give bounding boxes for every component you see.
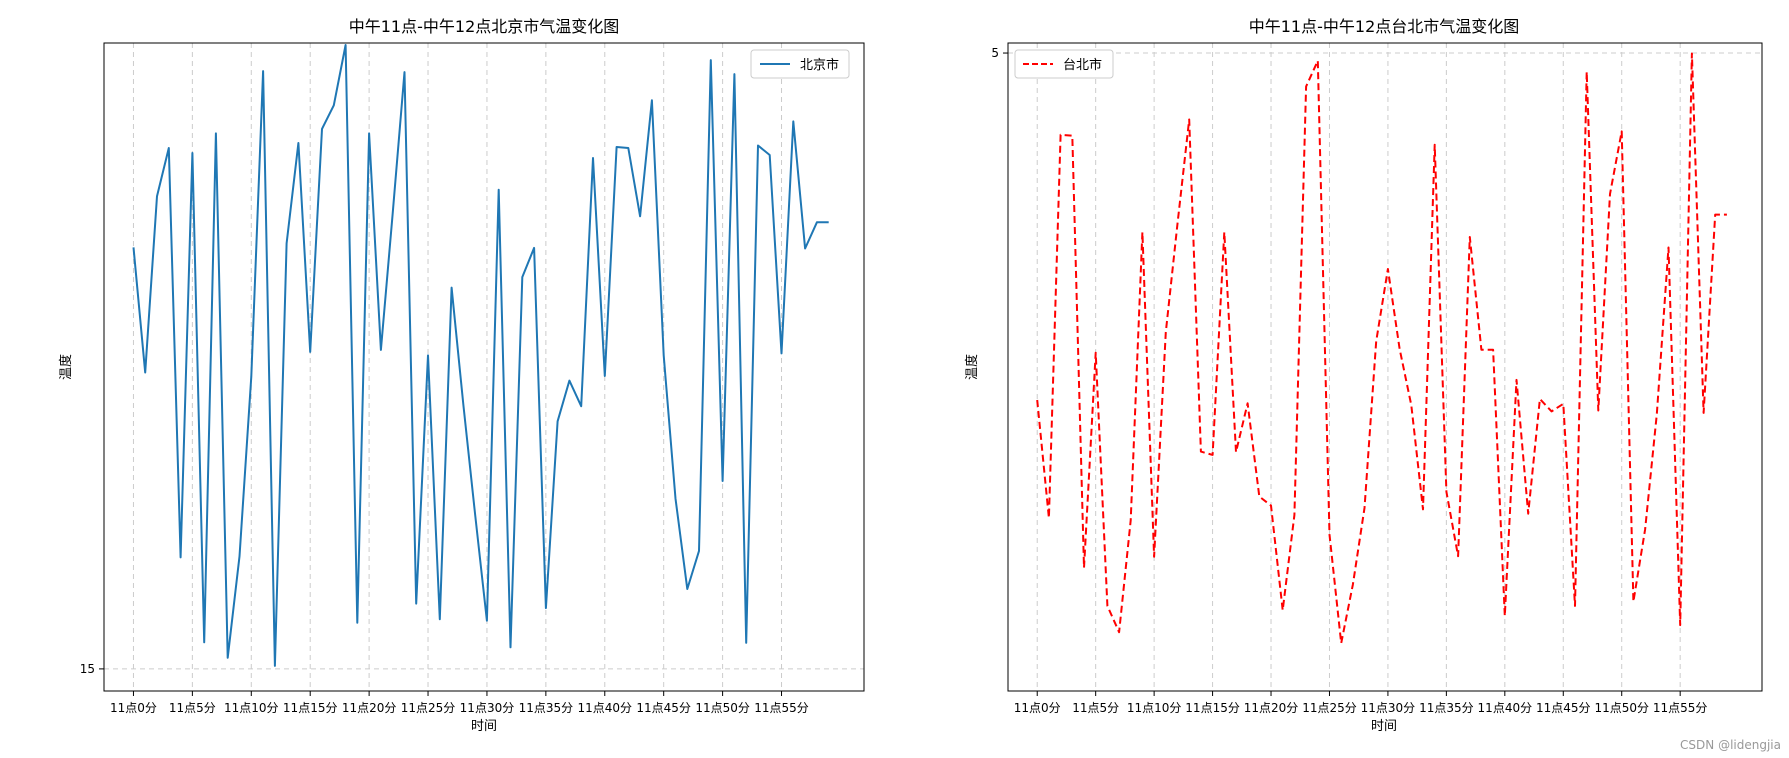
taipei-y-tick-label: 5	[991, 46, 999, 60]
taipei-legend: 台北市	[1014, 49, 1114, 79]
beijing-x-tick-label: 11点55分	[754, 701, 809, 715]
taipei-plot-frame	[1007, 42, 1763, 692]
taipei-series-line	[1036, 52, 1727, 645]
taipei-series	[1036, 52, 1727, 645]
taipei-y-axis-label: 温度	[964, 354, 980, 380]
taipei-x-tick-label: 11点35分	[1419, 701, 1474, 715]
taipei-x-tick-label: 11点30分	[1361, 701, 1416, 715]
taipei-x-tick-label: 11点5分	[1072, 701, 1119, 715]
beijing-x-tick-label: 11点5分	[169, 701, 216, 715]
taipei-x-tick-label: 11点10分	[1127, 701, 1182, 715]
beijing-y-axis-label: 温度	[58, 354, 74, 380]
taipei-y-ticks: 5	[991, 46, 1008, 60]
taipei-grid	[1008, 43, 1762, 691]
taipei-x-tick-label: 11点40分	[1478, 701, 1533, 715]
beijing-series	[132, 44, 829, 667]
taipei-legend-label: 台北市	[1063, 57, 1102, 73]
beijing-legend-label: 北京市	[800, 57, 839, 73]
taipei-x-tick-label: 11点45分	[1536, 701, 1591, 715]
beijing-x-tick-label: 11点10分	[224, 701, 279, 715]
beijing-legend: 北京市	[750, 49, 850, 79]
taipei-x-tick-label: 11点15分	[1185, 701, 1240, 715]
taipei-legend-box	[1014, 49, 1114, 79]
beijing-x-tick-label: 11点45分	[636, 701, 691, 715]
beijing-x-tick-label: 11点50分	[695, 701, 750, 715]
beijing-x-tick-label: 11点35分	[519, 701, 574, 715]
beijing-x-tick-label: 11点15分	[283, 701, 338, 715]
beijing-y-ticks: 15	[80, 662, 104, 676]
taipei-chart: 中午11点-中午12点台北市气温变化图 11点0分 11点5分 11点10分 11点1…	[964, 17, 1763, 734]
beijing-x-tick-label: 11点40分	[578, 701, 633, 715]
taipei-x-tick-label: 11点25分	[1302, 701, 1357, 715]
beijing-chart: 中午11点-中午12点北京市气温变化图 11点0分 11点5分 11点10分 11点1…	[58, 17, 865, 734]
watermark: CSDN @lidengjia	[1680, 738, 1781, 752]
beijing-x-tick-label: 11点30分	[460, 701, 515, 715]
beijing-x-tick-label: 11点20分	[342, 701, 397, 715]
beijing-x-tick-label: 11点0分	[110, 701, 157, 715]
taipei-x-tick-label: 11点20分	[1244, 701, 1299, 715]
beijing-y-tick-label: 15	[80, 662, 95, 676]
taipei-chart-title: 中午11点-中午12点台北市气温变化图	[1249, 17, 1520, 36]
beijing-series-line	[132, 44, 829, 667]
beijing-x-tick-label: 11点25分	[401, 701, 456, 715]
taipei-x-tick-label: 11点0分	[1014, 701, 1061, 715]
beijing-plot-frame	[103, 42, 865, 692]
beijing-x-ticks: 11点0分 11点5分 11点10分 11点15分 11点20分 11点25分 11点30分…	[110, 691, 809, 715]
taipei-x-tick-label: 11点55分	[1653, 701, 1708, 715]
beijing-chart-title: 中午11点-中午12点北京市气温变化图	[349, 17, 620, 36]
taipei-x-axis-label: 时间	[1371, 719, 1397, 734]
taipei-x-ticks: 11点0分 11点5分 11点10分 11点15分 11点20分 11点25分 11点30分…	[1014, 691, 1708, 715]
beijing-x-axis-label: 时间	[471, 719, 497, 734]
beijing-legend-box	[750, 49, 850, 79]
taipei-x-tick-label: 11点50分	[1594, 701, 1649, 715]
